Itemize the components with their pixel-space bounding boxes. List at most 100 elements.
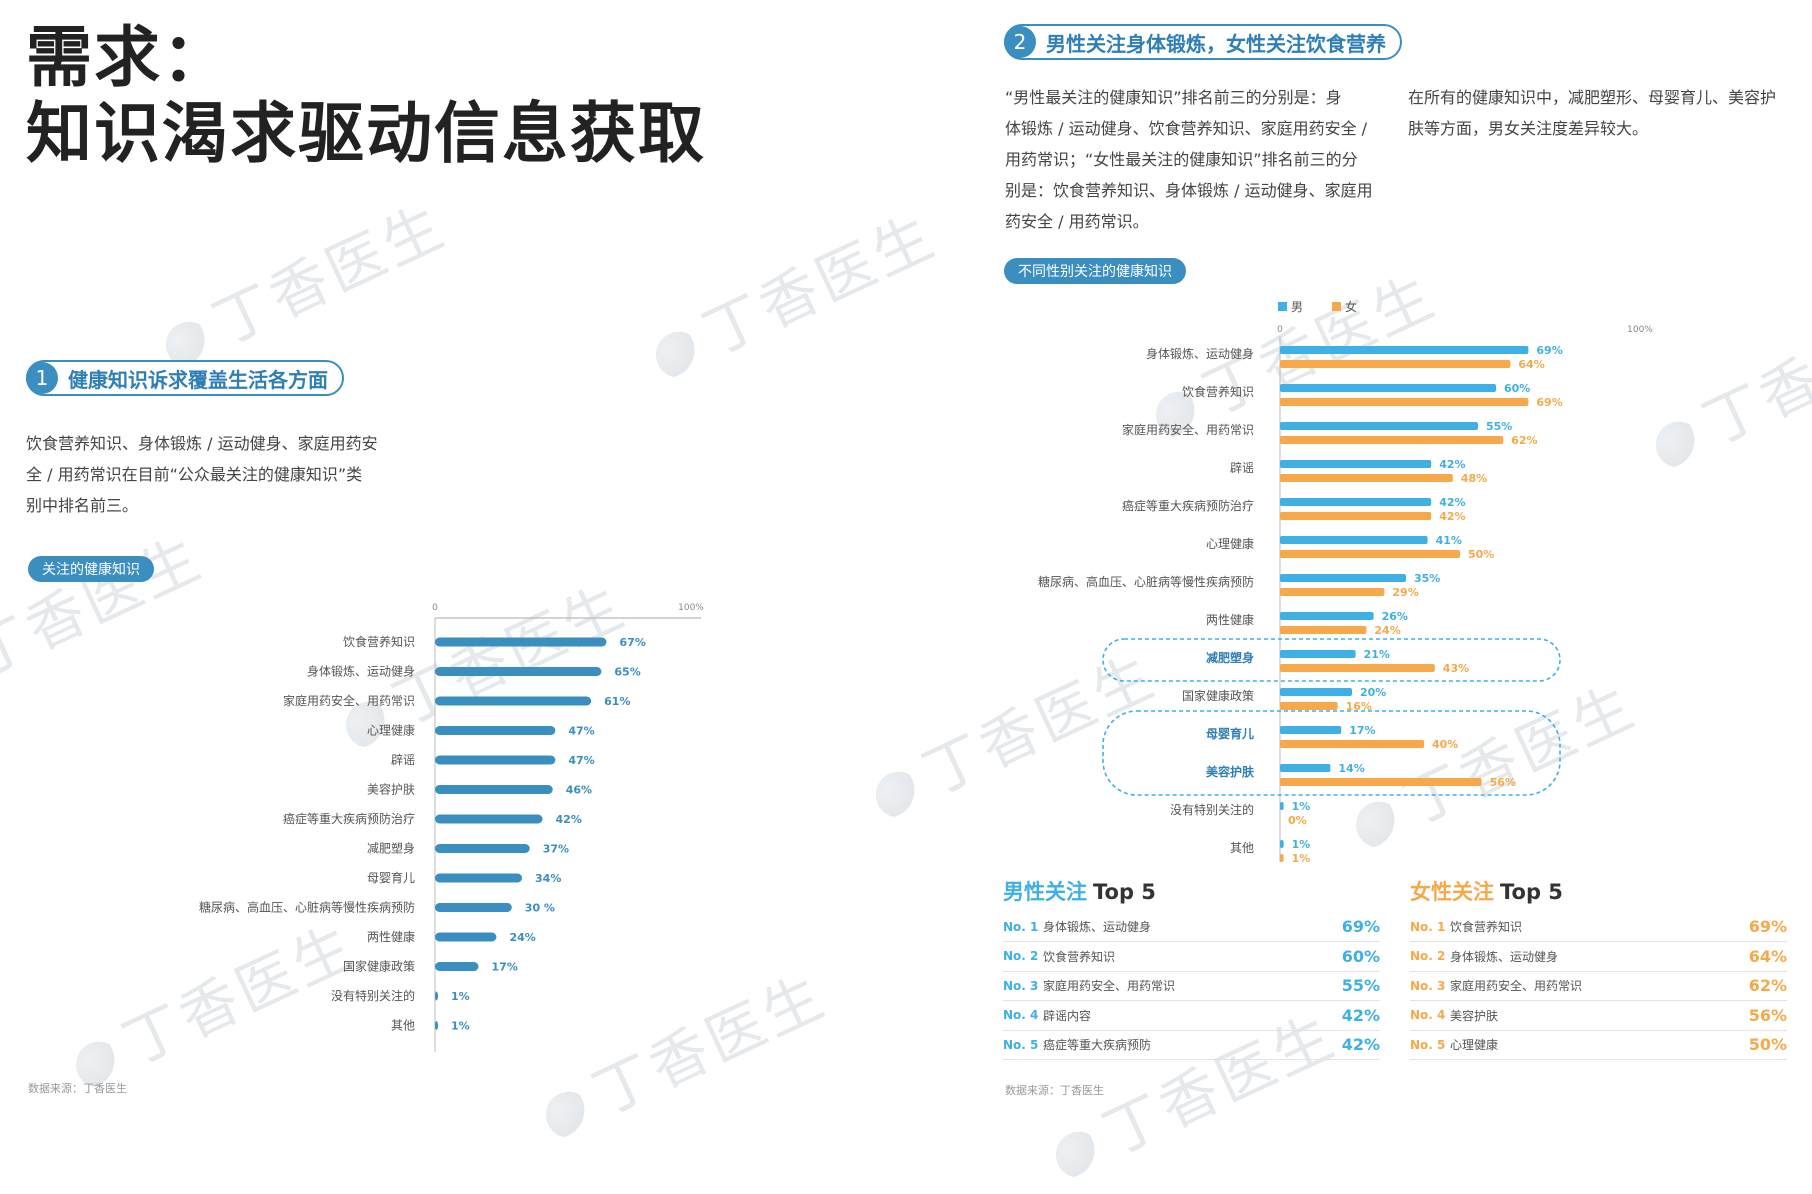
bar-male xyxy=(1280,536,1428,544)
category-label: 国家健康政策 xyxy=(343,959,415,974)
value-label: 46% xyxy=(566,784,592,797)
value-label-female: 40% xyxy=(1432,738,1458,751)
top5-row: No. 2 身体锻炼、运动健身 64% xyxy=(1410,942,1787,972)
rank-value: 64% xyxy=(1748,946,1787,966)
category-label: 减肥塑身 xyxy=(1206,650,1254,665)
flower-logo-icon xyxy=(648,324,710,386)
value-label-male: 17% xyxy=(1349,724,1375,737)
section2-description-right: 在所有的健康知识中，减肥塑形、母婴育儿、美容护 肤等方面，男女关注度差异较大。 xyxy=(1408,82,1798,144)
category-label: 心理健康 xyxy=(367,723,415,738)
rank-number: No. 2 xyxy=(1003,949,1039,963)
bar-male xyxy=(1280,422,1478,430)
chart1-svg: 0 100% 饮食营养知识 67% 身体锻炼、运动健身 65% 家庭用药安全、用药常识 61%… xyxy=(199,603,704,1052)
top5-female-title: 女性关注 Top 5 xyxy=(1410,876,1563,906)
value-label-male: 60% xyxy=(1504,382,1530,395)
section1-heading: 1 健康知识诉求覆盖生活各方面 xyxy=(26,360,344,396)
section2-heading: 2 男性关注身体锻炼，女性关注饮食营养 xyxy=(1004,24,1402,60)
legend-swatch-male xyxy=(1278,302,1287,311)
axis-tick-label: 0 xyxy=(1277,325,1283,335)
top5-row: No. 5 癌症等重大疾病预防 42% xyxy=(1003,1030,1380,1060)
category-label: 美容护肤 xyxy=(367,782,415,797)
value-label-male: 26% xyxy=(1382,610,1408,623)
rank-number: No. 3 xyxy=(1003,978,1039,993)
value-label-male: 20% xyxy=(1360,686,1386,699)
watermark: 丁香医生 xyxy=(636,190,947,395)
axis-tick-label: 0 xyxy=(432,603,438,613)
bar xyxy=(435,991,438,1001)
section2-line: 肤等方面，男女关注度差异较大。 xyxy=(1408,119,1649,138)
section2-line: “男性最关注的健康知识”排名前三的分别是：身 xyxy=(1005,88,1342,107)
category-label: 没有特别关注的 xyxy=(1170,802,1254,817)
top5-row: No. 4 辟谣内容 42% xyxy=(1003,1001,1380,1031)
chart2-tag: 不同性别关注的健康知识 xyxy=(1004,258,1186,284)
rank-value: 60% xyxy=(1341,946,1380,966)
value-label-male: 14% xyxy=(1338,762,1364,775)
value-label: 24% xyxy=(509,931,535,944)
category-label: 辟谣 xyxy=(1230,460,1254,475)
section2-line: 在所有的健康知识中，减肥塑形、母婴育儿、美容护 xyxy=(1408,88,1777,107)
flower-logo-icon xyxy=(538,1084,600,1146)
section1-number: 1 xyxy=(26,362,58,394)
value-label-female: 16% xyxy=(1346,700,1372,713)
bar-female xyxy=(1280,474,1453,482)
axis-tick-label: 100% xyxy=(678,603,704,613)
section2-line: 别是：饮食营养知识、身体锻炼 / 运动健身、家庭用 xyxy=(1005,181,1373,200)
top5-male-title-colored: 男性关注 xyxy=(1003,880,1087,904)
value-label: 30 % xyxy=(525,902,555,915)
value-label-female: 24% xyxy=(1374,624,1400,637)
page-title-line1: 需求： xyxy=(26,19,230,96)
rank-label: 家庭用药安全、用药常识 xyxy=(1043,979,1176,993)
category-label: 其他 xyxy=(391,1019,415,1033)
value-label: 47% xyxy=(568,725,594,738)
bar-male xyxy=(1280,460,1432,468)
section2-description-left: “男性最关注的健康知识”排名前三的分别是：身 体锻炼 / 运动健身、饮食营养知识… xyxy=(1005,82,1385,237)
highlight-ring xyxy=(1102,710,1561,796)
section2-number: 2 xyxy=(1004,26,1036,58)
category-label: 身体锻炼、运动健身 xyxy=(307,664,415,679)
category-label: 身体锻炼、运动健身 xyxy=(1146,346,1254,361)
rank-label: 家庭用药安全、用药常识 xyxy=(1450,979,1583,993)
value-label-male: 1% xyxy=(1292,800,1311,813)
category-label: 饮食营养知识 xyxy=(1182,384,1254,399)
rank-value: 42% xyxy=(1341,1035,1380,1054)
chart2-source: 数据来源：丁香医生 xyxy=(1005,1084,1104,1097)
rank-label: 癌症等重大疾病预防 xyxy=(1043,1038,1152,1052)
bar-male xyxy=(1280,688,1352,696)
bar xyxy=(435,637,607,647)
bar-female xyxy=(1280,854,1284,862)
category-label: 家庭用药安全、用药常识 xyxy=(283,693,415,708)
rank-number: No. 1 xyxy=(1003,919,1039,934)
bar-male xyxy=(1280,726,1342,734)
value-label-male: 41% xyxy=(1436,534,1462,547)
bar-female xyxy=(1280,360,1511,368)
value-label-male: 21% xyxy=(1364,648,1390,661)
value-label-male: 42% xyxy=(1439,496,1465,509)
category-label: 减肥塑身 xyxy=(367,841,415,856)
top5-row: No. 4 美容护肤 56% xyxy=(1410,1001,1787,1031)
bar xyxy=(435,873,523,883)
bar-male xyxy=(1280,840,1284,848)
rank-label: 心理健康 xyxy=(1450,1038,1499,1052)
bar-male xyxy=(1280,574,1406,582)
value-label: 61% xyxy=(604,695,630,708)
value-label: 17% xyxy=(492,961,518,974)
bar xyxy=(435,814,543,824)
rank-value: 50% xyxy=(1748,1035,1787,1054)
rank-label: 身体锻炼、运动健身 xyxy=(1450,949,1559,964)
legend-label-male: 男 xyxy=(1291,300,1303,314)
value-label-female: 50% xyxy=(1468,548,1494,561)
top5-female-title-rest: Top 5 xyxy=(1500,880,1563,904)
value-label-female: 42% xyxy=(1439,510,1465,523)
bar-female xyxy=(1280,664,1435,672)
top5-row: No. 3 家庭用药安全、用药常识 62% xyxy=(1410,971,1787,1001)
value-label: 1% xyxy=(451,990,470,1003)
value-label: 65% xyxy=(614,666,640,679)
bar-male xyxy=(1280,802,1284,810)
rank-value: 55% xyxy=(1341,976,1380,995)
chart1-tag: 关注的健康知识 xyxy=(28,556,154,582)
chart1-source: 数据来源：丁香医生 xyxy=(28,1082,127,1095)
category-label: 两性健康 xyxy=(1206,612,1254,627)
bar-female xyxy=(1280,778,1482,786)
flower-logo-icon xyxy=(1048,1124,1110,1186)
bar xyxy=(435,844,530,853)
